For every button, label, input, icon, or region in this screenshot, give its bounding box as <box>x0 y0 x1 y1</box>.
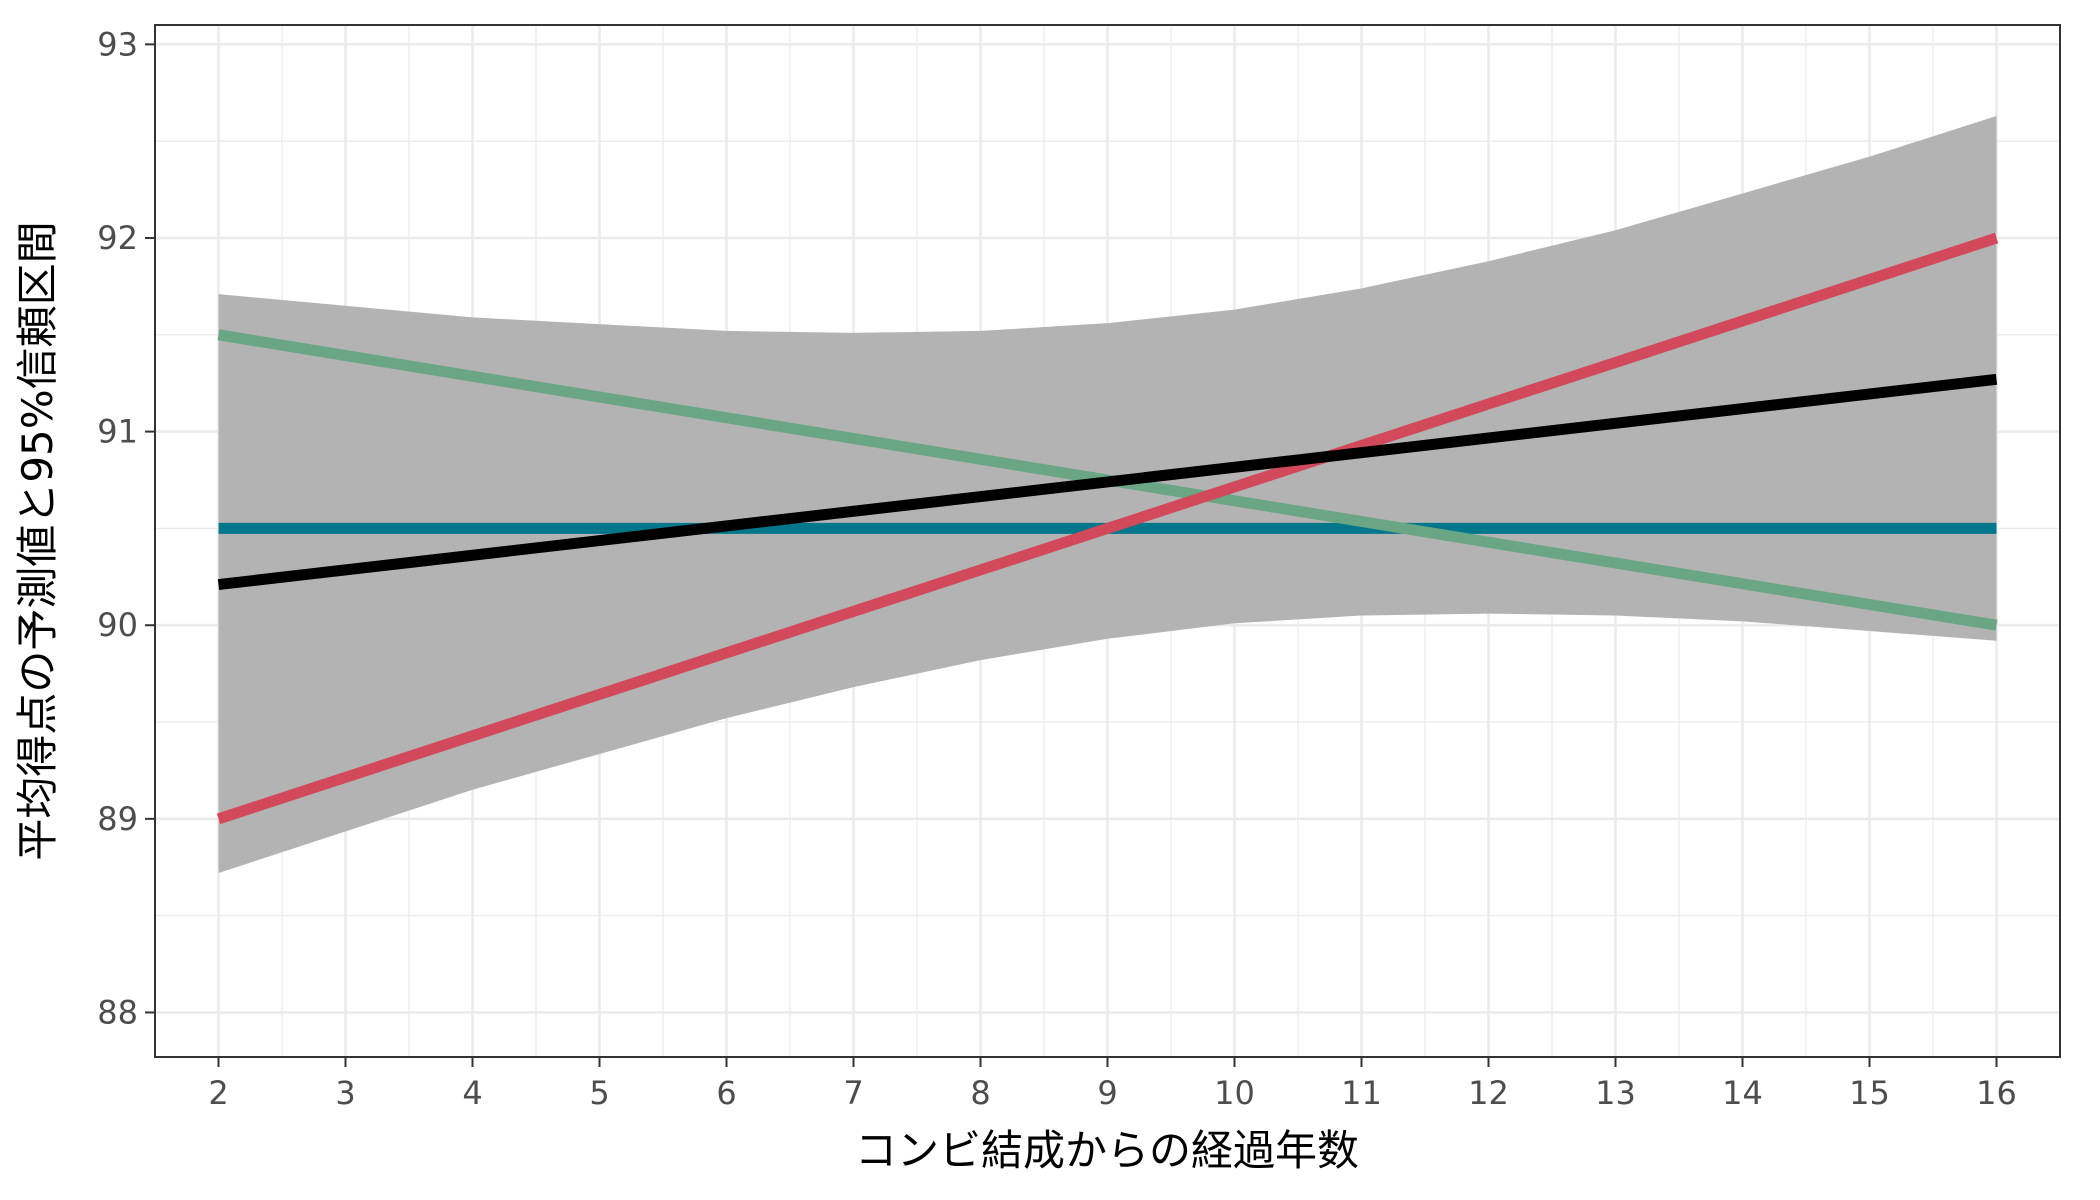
x-axis-title: コンビ結成からの経過年数 <box>855 1126 1359 1175</box>
x-tick-label-7: 7 <box>843 1074 863 1112</box>
series-line-3 <box>216 232 1999 825</box>
x-tick-label-4: 4 <box>462 1074 482 1112</box>
confidence-band-layer <box>218 116 1997 874</box>
x-tick-label-15: 15 <box>1849 1074 1890 1112</box>
x-tick-label-2: 2 <box>208 1074 228 1112</box>
x-tick-label-9: 9 <box>1097 1074 1117 1112</box>
x-tick-label-13: 13 <box>1595 1074 1636 1112</box>
series-layer <box>216 232 1999 825</box>
y-tick-label-89: 89 <box>97 800 138 838</box>
x-tick-label-14: 14 <box>1722 1074 1763 1112</box>
x-tick-label-8: 8 <box>970 1074 990 1112</box>
x-tick-label-12: 12 <box>1468 1074 1509 1112</box>
x-tick-label-6: 6 <box>716 1074 736 1112</box>
x-tick-label-16: 16 <box>1976 1074 2017 1112</box>
x-tick-label-3: 3 <box>335 1074 355 1112</box>
x-axis: 2 3 4 5 6 7 8 9 10 11 12 13 14 15 16 <box>208 1057 2017 1112</box>
x-tick-label-5: 5 <box>589 1074 609 1112</box>
y-tick-label-90: 90 <box>97 606 138 644</box>
y-tick-label-88: 88 <box>97 993 138 1031</box>
x-tick-label-11: 11 <box>1341 1074 1382 1112</box>
y-axis: 88 89 90 91 92 93 <box>97 25 155 1031</box>
y-tick-label-91: 91 <box>97 413 138 451</box>
y-tick-label-92: 92 <box>97 219 138 257</box>
confidence-band <box>218 116 1997 874</box>
y-tick-label-93: 93 <box>97 25 138 63</box>
x-tick-label-10: 10 <box>1214 1074 1255 1112</box>
y-axis-title: 平均得点の予測値と95%信頼区間 <box>13 221 62 860</box>
series-line-4 <box>217 373 1998 591</box>
